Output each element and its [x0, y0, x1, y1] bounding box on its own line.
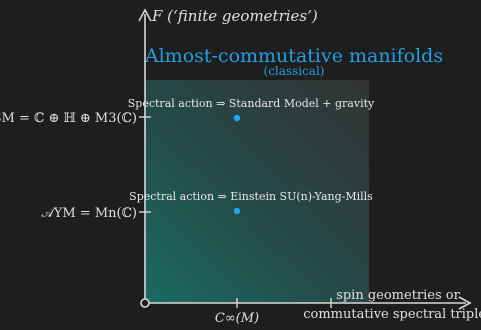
- point-standard-model: [233, 114, 241, 122]
- x-axis-label-line1: spin geometries or: [336, 288, 460, 303]
- x-axis-label-line2: commutative spectral triples: [303, 307, 481, 322]
- origin-marker: [140, 298, 150, 308]
- almost-commutative-region: [145, 80, 369, 303]
- y-tick-label: 𝒜SM = ℂ ⊕ ℍ ⊕ M3(ℂ): [0, 111, 137, 126]
- region-subtitle: (classical): [264, 64, 325, 78]
- point-label-standard-model: Spectral action ⇒ Standard Model + gravi…: [128, 97, 375, 110]
- y-axis-arrow-icon: [138, 8, 152, 22]
- point-label-yang-mills: Spectral action ⇒ Einstein SU(n)-Yang-Mi…: [129, 190, 373, 203]
- y-axis-label: F (‘finite geometries’): [151, 7, 318, 25]
- region-title: Almost-commutative manifolds: [144, 45, 443, 67]
- x-axis-arrow-icon: [458, 296, 472, 310]
- x-tick-label: C∞(M): [215, 311, 259, 326]
- y-tick-label: 𝒜YM = Mn(ℂ): [41, 206, 137, 221]
- point-yang-mills: [233, 207, 241, 215]
